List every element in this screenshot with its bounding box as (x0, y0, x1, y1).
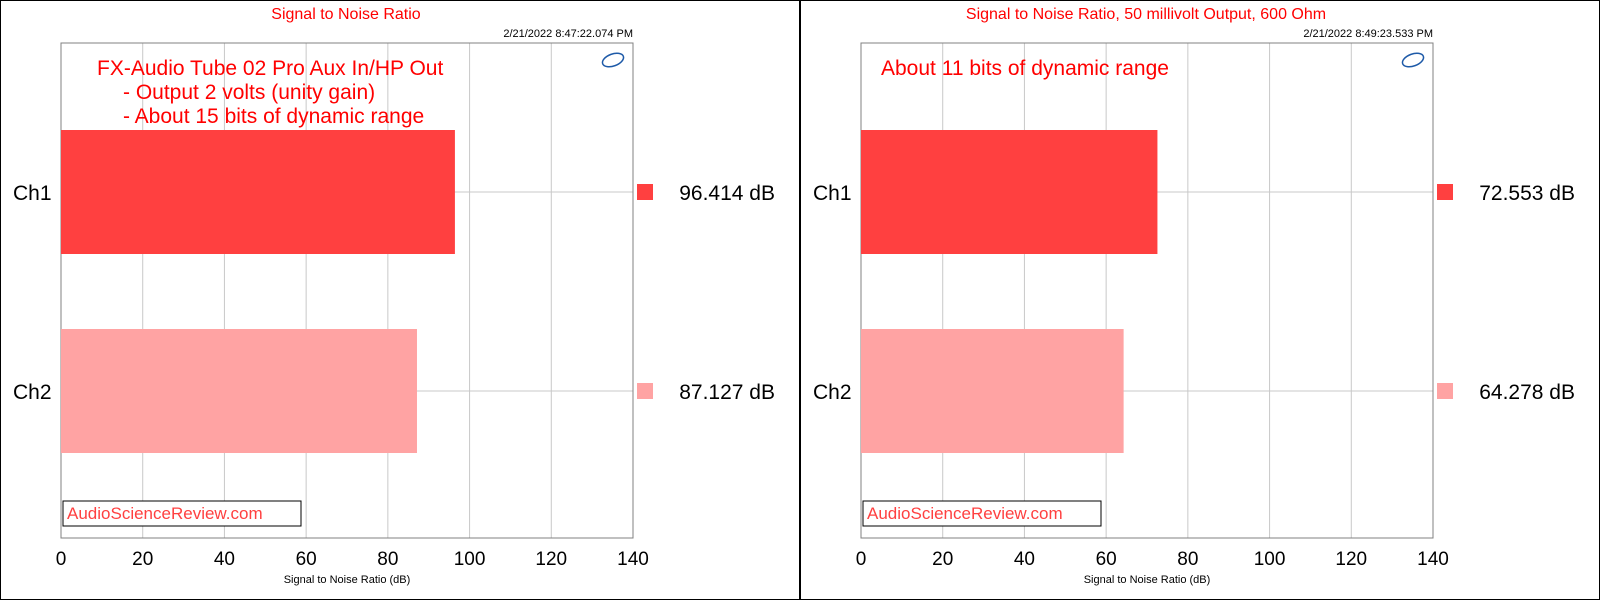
bar-ch1 (861, 130, 1158, 254)
x-tick-label-5: 100 (1254, 549, 1286, 570)
x-tick-label-6: 120 (535, 549, 567, 570)
annotation-line-0: About 11 bits of dynamic range (881, 57, 1169, 80)
x-tick-label-6: 120 (1335, 549, 1367, 570)
plot-frame (60, 42, 634, 539)
x-axis-label: Signal to Noise Ratio (dB) (1084, 574, 1211, 586)
x-tick-label-0: 0 (856, 549, 867, 570)
annotation-line-0: FX-Audio Tube 02 Pro Aux In/HP Out (97, 57, 443, 80)
watermark-box (862, 500, 1102, 527)
value-label-ch1: 96.414 dB (679, 182, 775, 205)
watermark-box (62, 500, 302, 527)
chart-panel-1: Signal to Noise Ratio 2/21/2022 8:47:22.0… (0, 0, 800, 600)
bar-ch2 (61, 329, 417, 453)
chart-title: Signal to Noise Ratio, 50 millivolt Outp… (966, 6, 1326, 23)
x-tick-label-7: 140 (617, 549, 649, 570)
x-tick-label-4: 80 (1177, 549, 1198, 570)
legend-swatch-ch2 (1437, 383, 1453, 399)
bar-ch1 (61, 130, 455, 254)
chart-title: Signal to Noise Ratio (271, 6, 421, 23)
x-tick-label-1: 20 (132, 549, 153, 570)
annotation-line-1: - Output 2 volts (unity gain) (123, 81, 375, 104)
chart-timestamp: 2/21/2022 8:47:22.074 PM (503, 28, 633, 40)
value-label-ch2: 87.127 dB (679, 381, 775, 404)
bar-ch2 (861, 329, 1124, 453)
x-axis-label: Signal to Noise Ratio (dB) (284, 574, 411, 586)
category-label-ch1: Ch1 (13, 182, 52, 205)
legend-swatch-ch2 (637, 383, 653, 399)
x-tick-label-7: 140 (1417, 549, 1449, 570)
category-label-ch2: Ch2 (13, 381, 52, 404)
x-tick-label-2: 40 (1014, 549, 1035, 570)
x-tick-label-5: 100 (454, 549, 486, 570)
legend-swatch-ch1 (637, 184, 653, 200)
ap-logo-ring (601, 52, 625, 68)
x-tick-label-3: 60 (1096, 549, 1117, 570)
watermark-text: AudioScienceReview.com (67, 504, 263, 523)
plot-frame (860, 42, 1434, 539)
x-tick-label-0: 0 (56, 549, 67, 570)
ap-logo-icon (601, 52, 625, 68)
chart-timestamp: 2/21/2022 8:49:23.533 PM (1303, 28, 1433, 40)
value-label-ch2: 64.278 dB (1479, 381, 1575, 404)
category-label-ch1: Ch1 (813, 182, 852, 205)
ap-logo-ring (1401, 52, 1425, 68)
category-label-ch2: Ch2 (813, 381, 852, 404)
x-tick-label-3: 60 (296, 549, 317, 570)
x-tick-label-2: 40 (214, 549, 235, 570)
ap-logo-icon (1401, 52, 1425, 68)
value-label-ch1: 72.553 dB (1479, 182, 1575, 205)
annotation-line-2: - About 15 bits of dynamic range (123, 105, 424, 128)
chart-2-svg: Signal to Noise Ratio, 50 millivolt Outp… (813, 6, 1575, 586)
chart-panel-2: Signal to Noise Ratio, 50 millivolt Outp… (800, 0, 1600, 600)
watermark-text: AudioScienceReview.com (867, 504, 1063, 523)
chart-1-svg: Signal to Noise Ratio 2/21/2022 8:47:22.0… (13, 6, 775, 586)
x-tick-label-1: 20 (932, 549, 953, 570)
x-tick-label-4: 80 (377, 549, 398, 570)
legend-swatch-ch1 (1437, 184, 1453, 200)
